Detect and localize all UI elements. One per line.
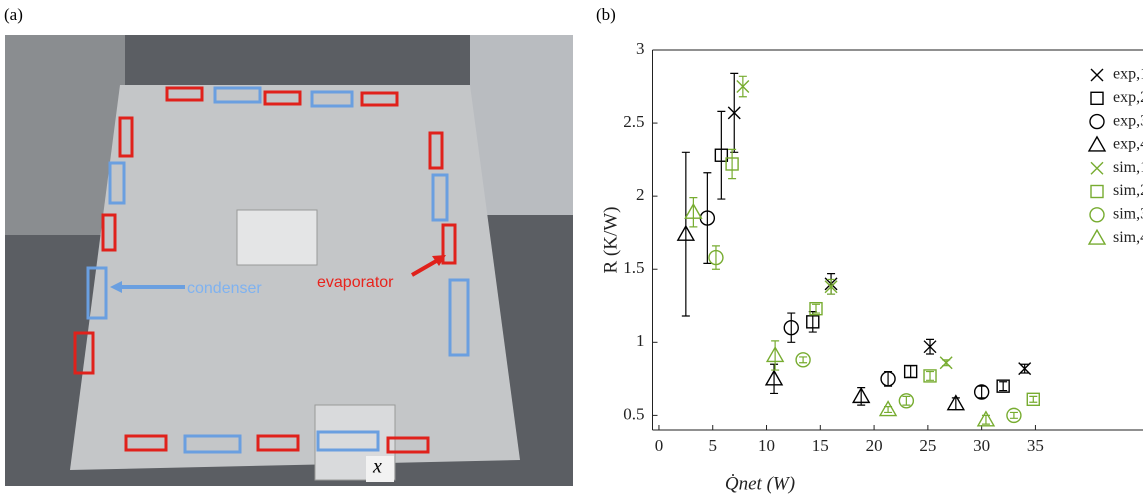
legend-marker	[1090, 91, 1104, 106]
x-tick-label: 0	[655, 436, 664, 455]
marker	[1006, 407, 1022, 424]
y-tick-label: 1	[636, 331, 645, 350]
marker	[676, 224, 696, 241]
marker	[946, 394, 966, 411]
legend-marker	[1089, 207, 1105, 223]
marker	[996, 379, 1010, 393]
legend-label: sim,10°C	[1113, 159, 1143, 176]
error-bar	[787, 312, 796, 343]
x-tick-label: 35	[1027, 436, 1044, 455]
error-bar	[812, 303, 820, 314]
photo-box	[236, 209, 318, 266]
marker	[725, 157, 739, 171]
error-bar	[926, 370, 935, 381]
legend-marker	[1087, 228, 1107, 245]
marker	[783, 319, 799, 336]
marker	[708, 249, 724, 266]
marker	[824, 280, 838, 294]
photo-equipment	[470, 35, 573, 215]
x-tick-label: 30	[973, 436, 990, 455]
legend-marker	[1090, 68, 1104, 82]
x-tick-label: 25	[919, 436, 936, 455]
y-tick-label: 2	[636, 185, 645, 204]
photo-evaporators	[73, 86, 457, 454]
error-bar	[902, 395, 911, 406]
marker	[1018, 362, 1032, 376]
marker	[795, 352, 811, 368]
marker	[727, 106, 741, 120]
marker	[973, 384, 990, 400]
legend-label: exp,40°C	[1113, 136, 1143, 153]
y-tick-label: 1.5	[623, 258, 644, 277]
error-bar	[728, 148, 737, 180]
marker	[806, 315, 820, 329]
marker	[1026, 392, 1040, 407]
marker	[851, 386, 871, 404]
error-bar	[1009, 411, 1018, 419]
legend-label: sim,30°C	[1113, 205, 1143, 222]
marker	[684, 202, 703, 219]
legend-marker	[1087, 135, 1107, 152]
legend-marker	[1089, 113, 1105, 130]
error-bar	[711, 245, 720, 270]
panel-label: (b)	[596, 5, 616, 24]
marker	[898, 393, 915, 409]
y-tick-label: 2.5	[623, 112, 644, 131]
photo: condenser evaporator x	[5, 35, 573, 486]
legend-label: sim,20°C	[1113, 182, 1143, 199]
legend-marker	[1090, 184, 1104, 199]
marker	[736, 80, 750, 94]
panel-label: (a)	[4, 5, 23, 24]
arrow-head	[110, 281, 122, 293]
annotation: evaporator	[317, 274, 394, 291]
error-bar	[977, 385, 986, 399]
y-axis-label: R (K/W)	[600, 206, 621, 273]
error-bar	[681, 151, 690, 317]
label-box	[366, 456, 394, 482]
photo-condensers	[86, 86, 470, 454]
legend-label: exp,30°C	[1113, 112, 1143, 129]
marker	[923, 369, 937, 383]
marker	[764, 369, 784, 386]
x-axis-label: Q̇net (W)	[725, 472, 795, 494]
error-bar	[884, 370, 893, 387]
x-tick-label: 15	[812, 436, 829, 455]
marker	[765, 346, 785, 363]
annotation: x	[372, 456, 382, 478]
legend-label: exp,10°C	[1113, 66, 1143, 83]
arrow	[411, 258, 439, 277]
error-bar	[689, 197, 698, 228]
x-tick-label: 20	[866, 436, 883, 455]
error-bar	[771, 340, 780, 371]
marker	[976, 410, 996, 427]
x-tick-label: 10	[758, 436, 775, 455]
error-bar	[770, 363, 779, 395]
marker	[880, 371, 896, 387]
error-bar	[999, 381, 1008, 392]
arrow-head	[432, 255, 446, 266]
marker	[939, 356, 953, 370]
error-bar	[906, 365, 915, 378]
error-bar	[703, 172, 712, 264]
error-bar	[1029, 395, 1038, 403]
marker	[903, 364, 918, 379]
y-tick-label: 0.5	[623, 404, 644, 423]
marker	[714, 148, 729, 162]
annotation: condenser	[187, 280, 262, 297]
chart: 0.511.522.530 5 10 15 20 25 30 35Q̇net (W)R (K/…	[600, 39, 1143, 494]
y-tick-label: 3	[636, 39, 645, 58]
marker	[923, 340, 937, 354]
marker	[809, 301, 823, 316]
legend-marker	[1090, 161, 1104, 175]
photo-platform	[70, 85, 520, 470]
legend-label: sim,40°C	[1113, 229, 1143, 246]
legend-label: exp,20°C	[1113, 89, 1143, 106]
marker	[878, 400, 898, 417]
error-bar	[799, 356, 808, 364]
x-tick-label: 5	[708, 436, 717, 455]
error-bar	[717, 110, 726, 200]
